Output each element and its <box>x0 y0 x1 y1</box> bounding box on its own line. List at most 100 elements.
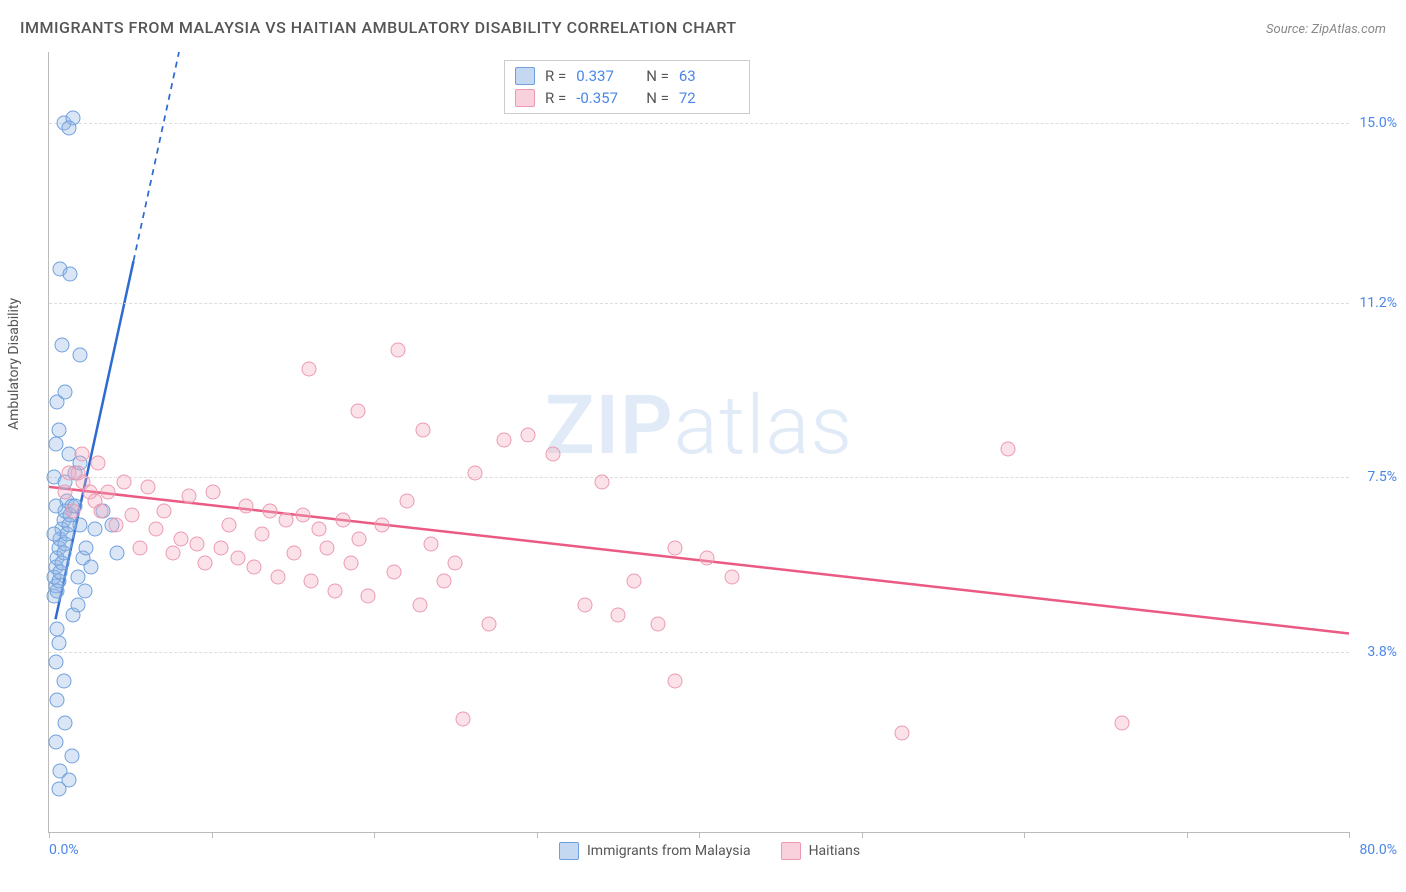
data-point <box>254 527 269 542</box>
data-point <box>279 513 294 528</box>
data-point <box>467 465 482 480</box>
legend-label: Haitians <box>809 843 861 859</box>
data-point <box>271 569 286 584</box>
data-point <box>302 361 317 376</box>
data-point <box>521 427 536 442</box>
data-point <box>61 120 76 135</box>
data-point <box>214 541 229 556</box>
data-point <box>399 494 414 509</box>
data-point <box>82 484 97 499</box>
swatch-pink-icon <box>781 842 801 860</box>
data-point <box>895 725 910 740</box>
data-point <box>71 465 86 480</box>
data-point <box>545 446 560 461</box>
data-point <box>328 583 343 598</box>
data-point <box>667 541 682 556</box>
scatter-plot-area: ZIPatlas R = 0.337 N = 63 R = -0.357 N =… <box>48 52 1349 833</box>
source-attribution: Source: ZipAtlas.com <box>1266 22 1386 37</box>
gridline <box>49 303 1349 304</box>
trend-line-dashed <box>134 52 180 261</box>
data-point <box>263 503 278 518</box>
data-point <box>198 555 213 570</box>
data-point <box>360 588 375 603</box>
data-point <box>48 735 63 750</box>
data-point <box>100 484 115 499</box>
y-tick-label: 7.5% <box>1367 469 1397 485</box>
swatch-blue-icon <box>559 842 579 860</box>
data-point <box>90 456 105 471</box>
data-point <box>110 546 125 561</box>
data-point <box>108 517 123 532</box>
data-point <box>206 484 221 499</box>
data-point <box>436 574 451 589</box>
data-point <box>66 503 81 518</box>
data-point <box>181 489 196 504</box>
y-tick-label: 15.0% <box>1359 115 1397 131</box>
data-point <box>51 423 66 438</box>
data-point <box>189 536 204 551</box>
y-tick-label: 3.8% <box>1367 644 1397 660</box>
data-point <box>71 569 86 584</box>
x-tick <box>1024 832 1025 838</box>
gridline <box>49 123 1349 124</box>
chart-title: IMMIGRANTS FROM MALAYSIA VS HAITIAN AMBU… <box>20 18 737 37</box>
data-point <box>497 432 512 447</box>
data-point <box>295 508 310 523</box>
legend-item-pink: Haitians <box>781 842 861 860</box>
data-point <box>311 522 326 537</box>
data-point <box>165 546 180 561</box>
x-tick <box>374 832 375 838</box>
data-point <box>48 654 63 669</box>
data-point <box>386 565 401 580</box>
data-point <box>230 550 245 565</box>
y-tick-label: 11.2% <box>1359 295 1397 311</box>
data-point <box>116 475 131 490</box>
x-tick <box>699 832 700 838</box>
legend-item-blue: Immigrants from Malaysia <box>559 842 751 860</box>
series-legend: Immigrants from Malaysia Haitians <box>559 842 860 860</box>
data-point <box>94 503 109 518</box>
data-point <box>63 267 78 282</box>
data-point <box>667 673 682 688</box>
data-point <box>46 527 61 542</box>
data-point <box>238 498 253 513</box>
data-point <box>594 475 609 490</box>
x-tick <box>862 832 863 838</box>
x-tick <box>1349 832 1350 838</box>
x-tick <box>1187 832 1188 838</box>
x-tick <box>49 832 50 838</box>
data-point <box>141 479 156 494</box>
data-point <box>319 541 334 556</box>
data-point <box>64 749 79 764</box>
data-point <box>50 692 65 707</box>
data-point <box>375 517 390 532</box>
y-axis-label: Ambulatory Disability <box>6 298 22 430</box>
data-point <box>456 711 471 726</box>
data-point <box>1114 716 1129 731</box>
gridline <box>49 652 1349 653</box>
data-point <box>350 404 365 419</box>
data-point <box>58 716 73 731</box>
data-point <box>71 598 86 613</box>
data-point <box>157 503 172 518</box>
data-point <box>303 574 318 589</box>
data-point <box>173 531 188 546</box>
x-axis-min-label: 0.0% <box>49 842 79 858</box>
data-point <box>58 385 73 400</box>
data-point <box>391 342 406 357</box>
data-point <box>700 550 715 565</box>
data-point <box>627 574 642 589</box>
data-point <box>51 782 66 797</box>
data-point <box>72 517 87 532</box>
data-point <box>287 546 302 561</box>
legend-label: Immigrants from Malaysia <box>587 843 751 859</box>
data-point <box>448 555 463 570</box>
data-point <box>352 531 367 546</box>
data-point <box>423 536 438 551</box>
x-axis-max-label: 80.0% <box>1359 842 1397 858</box>
data-point <box>344 555 359 570</box>
data-point <box>84 560 99 575</box>
data-point <box>124 508 139 523</box>
data-point <box>79 541 94 556</box>
data-point <box>56 673 71 688</box>
